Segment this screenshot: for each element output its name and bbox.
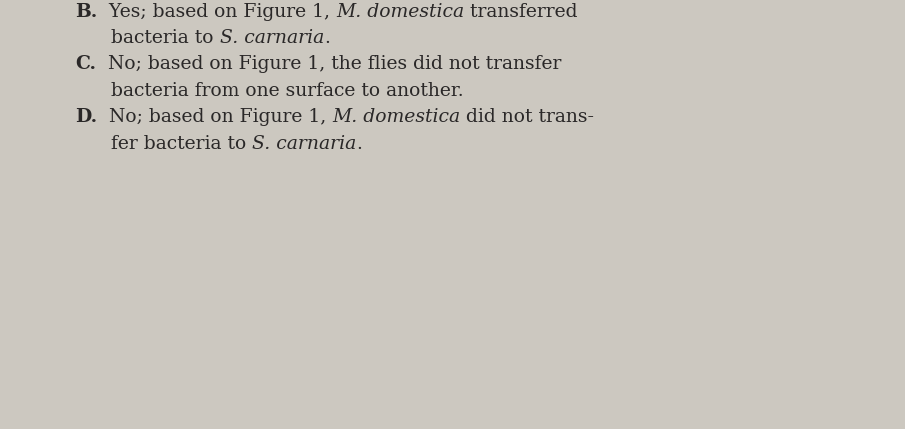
Text: M. domestica: M. domestica (332, 108, 461, 126)
Text: .: . (357, 135, 363, 153)
Text: D.: D. (75, 108, 97, 126)
Text: S. carnaria: S. carnaria (220, 29, 324, 47)
Text: bacteria to: bacteria to (111, 29, 220, 47)
Text: transferred: transferred (464, 3, 578, 21)
Text: B.: B. (75, 3, 97, 21)
Text: C.: C. (75, 55, 96, 73)
Text: bacteria from one surface to another.: bacteria from one surface to another. (111, 82, 463, 100)
Text: fer bacteria to: fer bacteria to (111, 135, 252, 153)
Text: Yes; based on Figure 1,: Yes; based on Figure 1, (97, 3, 337, 21)
Text: did not trans-: did not trans- (461, 108, 595, 126)
Text: S. carnaria: S. carnaria (252, 135, 357, 153)
Text: No; based on Figure 1, the flies did not transfer: No; based on Figure 1, the flies did not… (96, 55, 561, 73)
Text: M. domestica: M. domestica (337, 3, 464, 21)
Text: .: . (324, 29, 329, 47)
Text: No; based on Figure 1,: No; based on Figure 1, (97, 108, 332, 126)
